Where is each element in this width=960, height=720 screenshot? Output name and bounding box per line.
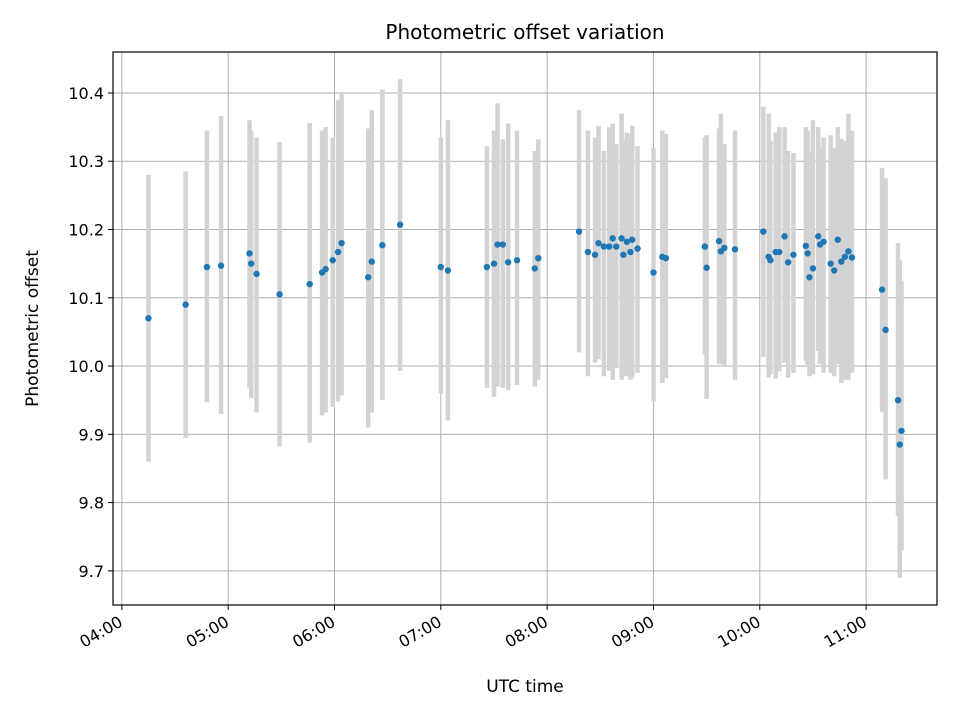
- data-point: [483, 263, 491, 271]
- y-tick-label: 9.7: [79, 562, 104, 581]
- y-tick-label: 9.9: [79, 425, 104, 444]
- data-point: [217, 262, 225, 269]
- data-point: [848, 254, 856, 261]
- y-tick-label: 10.4: [68, 84, 104, 103]
- x-tick-label: 09:00: [608, 612, 657, 652]
- data-point: [838, 258, 845, 265]
- x-tick-label: 06:00: [289, 612, 338, 652]
- data-point: [444, 267, 452, 274]
- data-point: [203, 263, 211, 271]
- data-point: [896, 441, 903, 448]
- x-tick-label: 11:00: [821, 612, 870, 652]
- data-point: [368, 258, 375, 265]
- data-point: [248, 260, 255, 267]
- y-tick-label: 10.0: [68, 357, 104, 376]
- y-tick-label: 10.3: [68, 152, 104, 171]
- y-tick-label: 9.8: [79, 494, 104, 513]
- data-point: [776, 248, 783, 256]
- data-point: [490, 260, 498, 267]
- data-point: [802, 242, 810, 250]
- plot-frame: [112, 51, 938, 606]
- data-point: [605, 243, 613, 250]
- data-point: [703, 264, 710, 271]
- data-point: [894, 396, 902, 404]
- data-point: [623, 238, 631, 245]
- data-point: [595, 239, 602, 247]
- data-point: [815, 233, 822, 240]
- data-points: [145, 221, 905, 448]
- data-point: [878, 286, 886, 293]
- data-point: [584, 248, 592, 256]
- data-point: [806, 274, 813, 281]
- data-point: [276, 291, 283, 298]
- data-point: [634, 245, 641, 252]
- data-point: [613, 243, 620, 250]
- data-point: [322, 265, 329, 273]
- data-point: [731, 246, 739, 253]
- data-point: [898, 427, 905, 435]
- data-point: [841, 253, 849, 261]
- data-point: [701, 243, 709, 250]
- x-axis-title: UTC time: [486, 677, 564, 697]
- y-axis-title: Photometric offset: [23, 250, 43, 407]
- x-axis-ticks: 04:00 05:00 06:00 07:00 08:00 09:00 10:00 11:00: [76, 605, 870, 652]
- data-point: [253, 270, 260, 278]
- data-point: [379, 242, 386, 249]
- data-point: [609, 235, 616, 242]
- data-point: [809, 265, 817, 272]
- data-point: [882, 326, 889, 334]
- y-tick-label: 10.1: [68, 289, 104, 308]
- data-point: [513, 257, 521, 264]
- x-tick-label: 04:00: [76, 612, 125, 652]
- x-tick-label: 10:00: [714, 612, 763, 652]
- data-point: [535, 254, 542, 262]
- data-point: [600, 243, 608, 250]
- y-axis-ticks: 9.7 9.8 9.9 10.0 10.1 10.2 10.3 10.4: [68, 84, 113, 581]
- x-tick-label: 07:00: [395, 612, 444, 652]
- data-point: [145, 315, 152, 322]
- data-point: [715, 237, 723, 245]
- data-point: [591, 251, 599, 258]
- data-point: [575, 228, 583, 235]
- data-point: [246, 250, 253, 257]
- data-point: [790, 251, 797, 258]
- data-point: [494, 241, 501, 248]
- data-point: [627, 248, 634, 256]
- data-point: [531, 265, 538, 272]
- data-point: [721, 244, 728, 252]
- data-point: [629, 236, 636, 243]
- data-point: [827, 260, 834, 267]
- x-tick-label: 08:00: [502, 612, 551, 652]
- data-point: [784, 259, 792, 266]
- data-point: [499, 241, 507, 248]
- data-point: [820, 238, 827, 245]
- data-point: [396, 221, 404, 228]
- data-point: [834, 236, 841, 243]
- data-point: [831, 267, 838, 274]
- chart-title: Photometric offset variation: [385, 20, 664, 44]
- data-point: [767, 257, 774, 264]
- data-point: [760, 228, 767, 235]
- data-point: [437, 263, 445, 271]
- y-tick-label: 10.2: [68, 221, 104, 240]
- x-tick-label: 05:00: [183, 612, 232, 652]
- data-point: [182, 301, 189, 308]
- data-point: [334, 248, 342, 256]
- data-point: [329, 257, 336, 264]
- data-point: [781, 233, 788, 240]
- data-point: [364, 274, 372, 281]
- data-point: [845, 248, 852, 255]
- data-point: [662, 254, 670, 262]
- data-point: [650, 269, 657, 276]
- data-point: [338, 239, 345, 247]
- data-point: [306, 280, 313, 288]
- data-point: [620, 251, 627, 258]
- data-point: [618, 235, 625, 242]
- data-point: [804, 250, 811, 257]
- data-point: [504, 259, 512, 266]
